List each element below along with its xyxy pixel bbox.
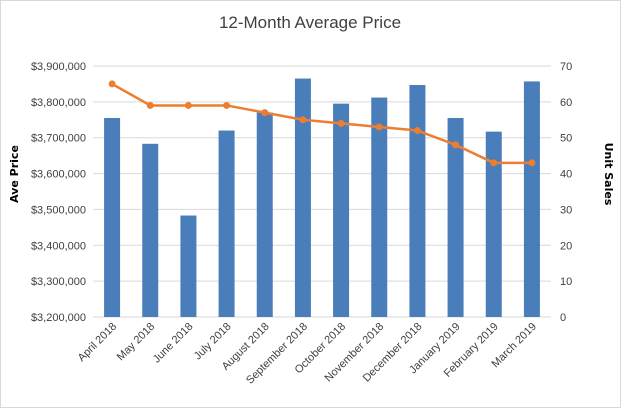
line-point bbox=[528, 159, 536, 167]
y2-tick-label: 70 bbox=[560, 61, 572, 73]
bar bbox=[333, 103, 350, 318]
y2-tick-label: 40 bbox=[560, 169, 572, 181]
bar bbox=[104, 117, 121, 317]
series-line bbox=[111, 82, 532, 165]
y-tick-label: $3,400,000 bbox=[31, 240, 86, 252]
line-point bbox=[452, 141, 460, 149]
bar bbox=[218, 130, 235, 317]
y-tick-label: $3,800,000 bbox=[31, 97, 86, 109]
line-point bbox=[337, 119, 345, 127]
bar bbox=[409, 85, 426, 317]
bar bbox=[371, 97, 388, 317]
line-point bbox=[108, 80, 116, 88]
line-point bbox=[299, 116, 307, 124]
y-tick-label: $3,600,000 bbox=[31, 169, 86, 181]
y2-tick-label: 60 bbox=[560, 97, 572, 109]
y-tick-label: $3,700,000 bbox=[31, 133, 86, 145]
left-axis-ticks: $3,200,000 $3,300,000 $3,400,000 $3,500,000… bbox=[31, 61, 86, 324]
y-axis-title: Ave Price bbox=[8, 145, 21, 203]
y2-tick-label: 50 bbox=[560, 133, 572, 145]
bar-series bbox=[104, 78, 540, 318]
bar bbox=[447, 117, 464, 317]
bar bbox=[485, 131, 502, 317]
x-tick-label: June 2018 bbox=[151, 321, 196, 366]
bar bbox=[180, 215, 197, 317]
gridlines bbox=[93, 65, 551, 318]
y2-axis-title: Unit Sales bbox=[602, 143, 615, 206]
line-point bbox=[223, 101, 231, 109]
line-point bbox=[490, 159, 498, 167]
line-point bbox=[261, 109, 269, 117]
y-tick-label: $3,300,000 bbox=[31, 276, 86, 288]
bar bbox=[142, 143, 159, 317]
bar bbox=[523, 81, 540, 317]
y2-tick-label: 0 bbox=[560, 312, 566, 324]
y2-tick-label: 20 bbox=[560, 240, 572, 252]
y-tick-label: $3,900,000 bbox=[31, 61, 86, 73]
y2-tick-label: 10 bbox=[560, 276, 572, 288]
line-point bbox=[184, 101, 192, 109]
y2-tick-label: 30 bbox=[560, 204, 572, 216]
chart-title: 12-Month Average Price bbox=[219, 13, 401, 32]
line-point bbox=[146, 101, 154, 109]
bar bbox=[256, 112, 273, 317]
y-tick-label: $3,500,000 bbox=[31, 204, 86, 216]
bar bbox=[294, 78, 311, 317]
line-point bbox=[413, 127, 421, 135]
line-series bbox=[108, 80, 536, 167]
y-tick-label: $3,200,000 bbox=[31, 312, 86, 324]
right-axis-ticks: 0 10 20 30 40 50 60 70 bbox=[560, 61, 572, 324]
x-tick-label: April 2018 bbox=[76, 321, 120, 365]
line-point bbox=[375, 123, 383, 131]
